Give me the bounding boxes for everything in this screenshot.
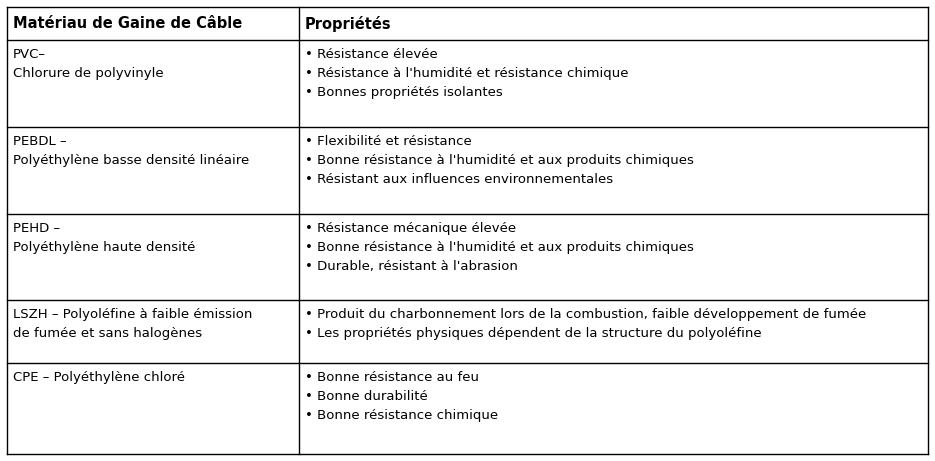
Text: • Bonne résistance au feu: • Bonne résistance au feu bbox=[305, 371, 479, 384]
Text: • Flexibilité et résistance: • Flexibilité et résistance bbox=[305, 135, 471, 148]
Text: Polyéthylène basse densité linéaire: Polyéthylène basse densité linéaire bbox=[13, 154, 250, 167]
Text: • Bonne durabilité: • Bonne durabilité bbox=[305, 390, 427, 403]
Text: • Produit du charbonnement lors de la combustion, faible développement de fumée: • Produit du charbonnement lors de la co… bbox=[305, 308, 866, 321]
Text: • Durable, résistant à l'abrasion: • Durable, résistant à l'abrasion bbox=[305, 260, 518, 272]
Text: • Résistance à l'humidité et résistance chimique: • Résistance à l'humidité et résistance … bbox=[305, 67, 628, 80]
Text: PEBDL –: PEBDL – bbox=[13, 135, 66, 148]
Text: Polyéthylène haute densité: Polyéthylène haute densité bbox=[13, 241, 195, 254]
Text: • Résistance mécanique élevée: • Résistance mécanique élevée bbox=[305, 222, 516, 235]
Text: • Résistant aux influences environnementales: • Résistant aux influences environnement… bbox=[305, 173, 613, 186]
Text: PVC–: PVC– bbox=[13, 48, 46, 61]
Text: • Bonne résistance à l'humidité et aux produits chimiques: • Bonne résistance à l'humidité et aux p… bbox=[305, 241, 694, 254]
Text: • Bonne résistance chimique: • Bonne résistance chimique bbox=[305, 409, 498, 422]
Text: • Résistance élevée: • Résistance élevée bbox=[305, 48, 438, 61]
Text: Propriétés: Propriétés bbox=[305, 16, 392, 31]
Text: • Bonnes propriétés isolantes: • Bonnes propriétés isolantes bbox=[305, 86, 503, 99]
Text: CPE – Polyéthylène chloré: CPE – Polyéthylène chloré bbox=[13, 371, 185, 384]
Text: PEHD –: PEHD – bbox=[13, 222, 60, 235]
Text: • Bonne résistance à l'humidité et aux produits chimiques: • Bonne résistance à l'humidité et aux p… bbox=[305, 154, 694, 167]
Text: Matériau de Gaine de Câble: Matériau de Gaine de Câble bbox=[13, 16, 242, 31]
Text: de fumée et sans halogènes: de fumée et sans halogènes bbox=[13, 327, 202, 340]
Text: LSZH – Polyoléfine à faible émission: LSZH – Polyoléfine à faible émission bbox=[13, 308, 252, 321]
Text: Chlorure de polyvinyle: Chlorure de polyvinyle bbox=[13, 67, 164, 80]
Text: • Les propriétés physiques dépendent de la structure du polyoléfine: • Les propriétés physiques dépendent de … bbox=[305, 327, 762, 340]
